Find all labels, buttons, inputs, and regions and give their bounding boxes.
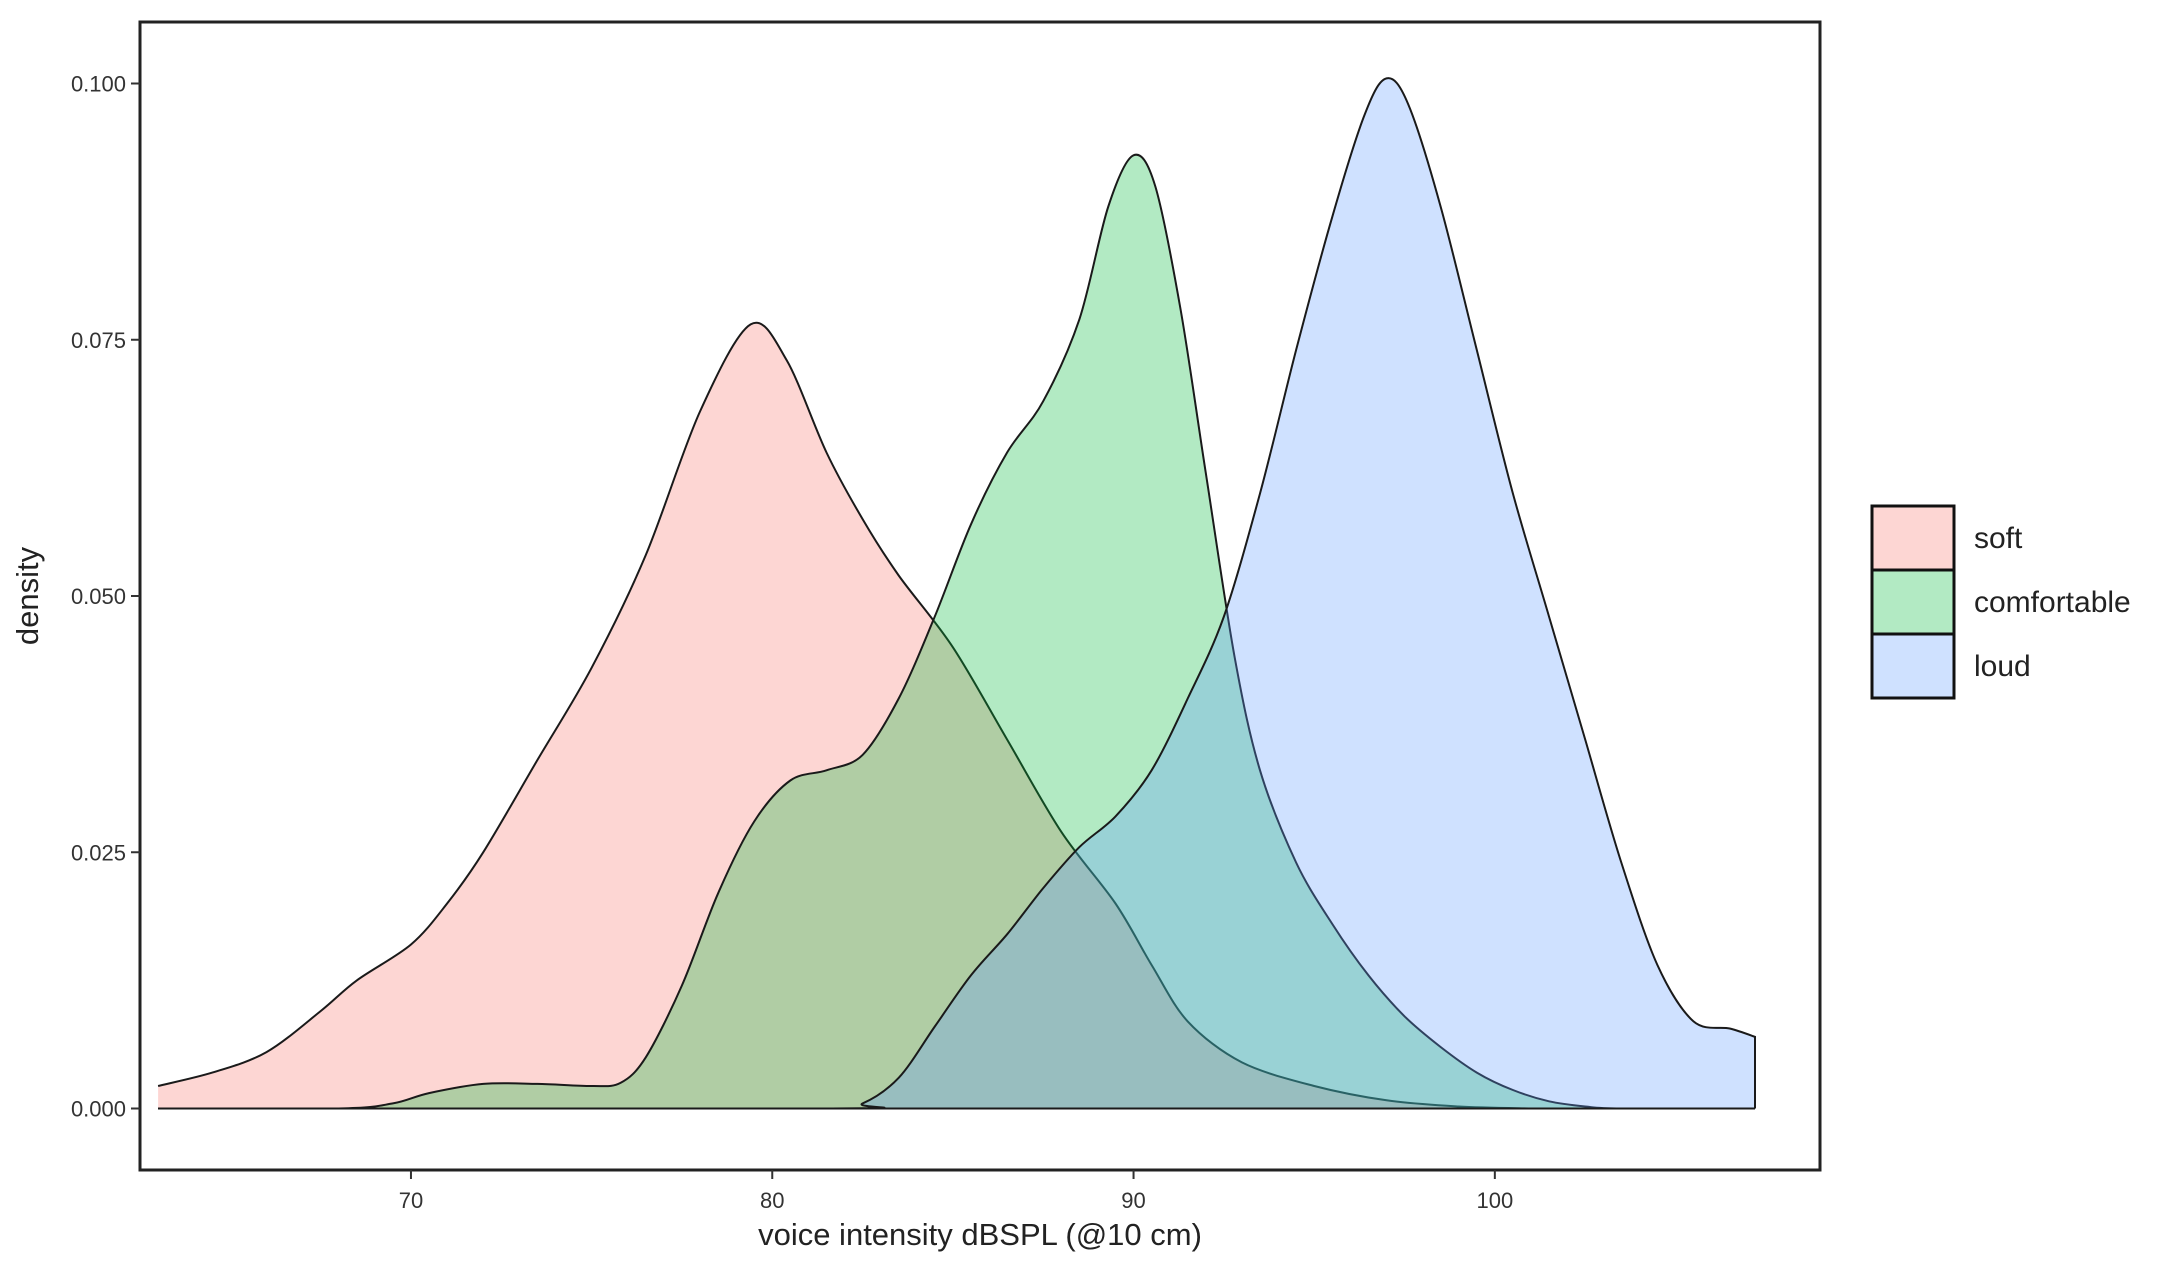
y-tick-label: 0.025 [71, 840, 126, 865]
y-tick-label: 0.000 [71, 1097, 126, 1122]
x-tick-label: 90 [1121, 1188, 1145, 1213]
legend-key-bg [1872, 570, 1954, 634]
legend-key-comfortable [1870, 568, 1956, 636]
y-tick-label: 0.075 [71, 328, 126, 353]
y-axis-title: density [10, 546, 45, 645]
legend-label-loud: loud [1974, 650, 2031, 683]
legend-key-bg [1872, 634, 1954, 698]
legend: soft comfortable loud [1870, 504, 2131, 700]
density-line-loud [158, 77, 1756, 1110]
density-area-soft [158, 322, 1532, 1109]
legend-label-comfortable: comfortable [1974, 586, 2131, 619]
legend-key-loud [1870, 632, 1956, 700]
x-axis: 70 80 90 100 [399, 1170, 1513, 1213]
x-tick-label: 70 [399, 1188, 423, 1213]
x-tick-label: 80 [760, 1188, 784, 1213]
y-tick-label: 0.100 [71, 72, 126, 97]
y-tick-label: 0.050 [71, 584, 126, 609]
density-line-soft [157, 321, 1532, 1110]
legend-key-soft [1870, 504, 1956, 572]
density-area-comfortable [158, 154, 1756, 1109]
legend-key-bg [1872, 506, 1954, 570]
density-areas [157, 77, 1756, 1110]
x-axis-title: voice intensity dBSPL (@10 cm) [758, 1217, 1202, 1252]
density-line-comfortable [158, 153, 1755, 1110]
y-axis: 0.000 0.025 0.050 0.075 0.100 [71, 72, 140, 1122]
legend-label-soft: soft [1974, 522, 2023, 555]
density-area-loud [158, 78, 1756, 1109]
x-tick-label: 100 [1476, 1188, 1513, 1213]
